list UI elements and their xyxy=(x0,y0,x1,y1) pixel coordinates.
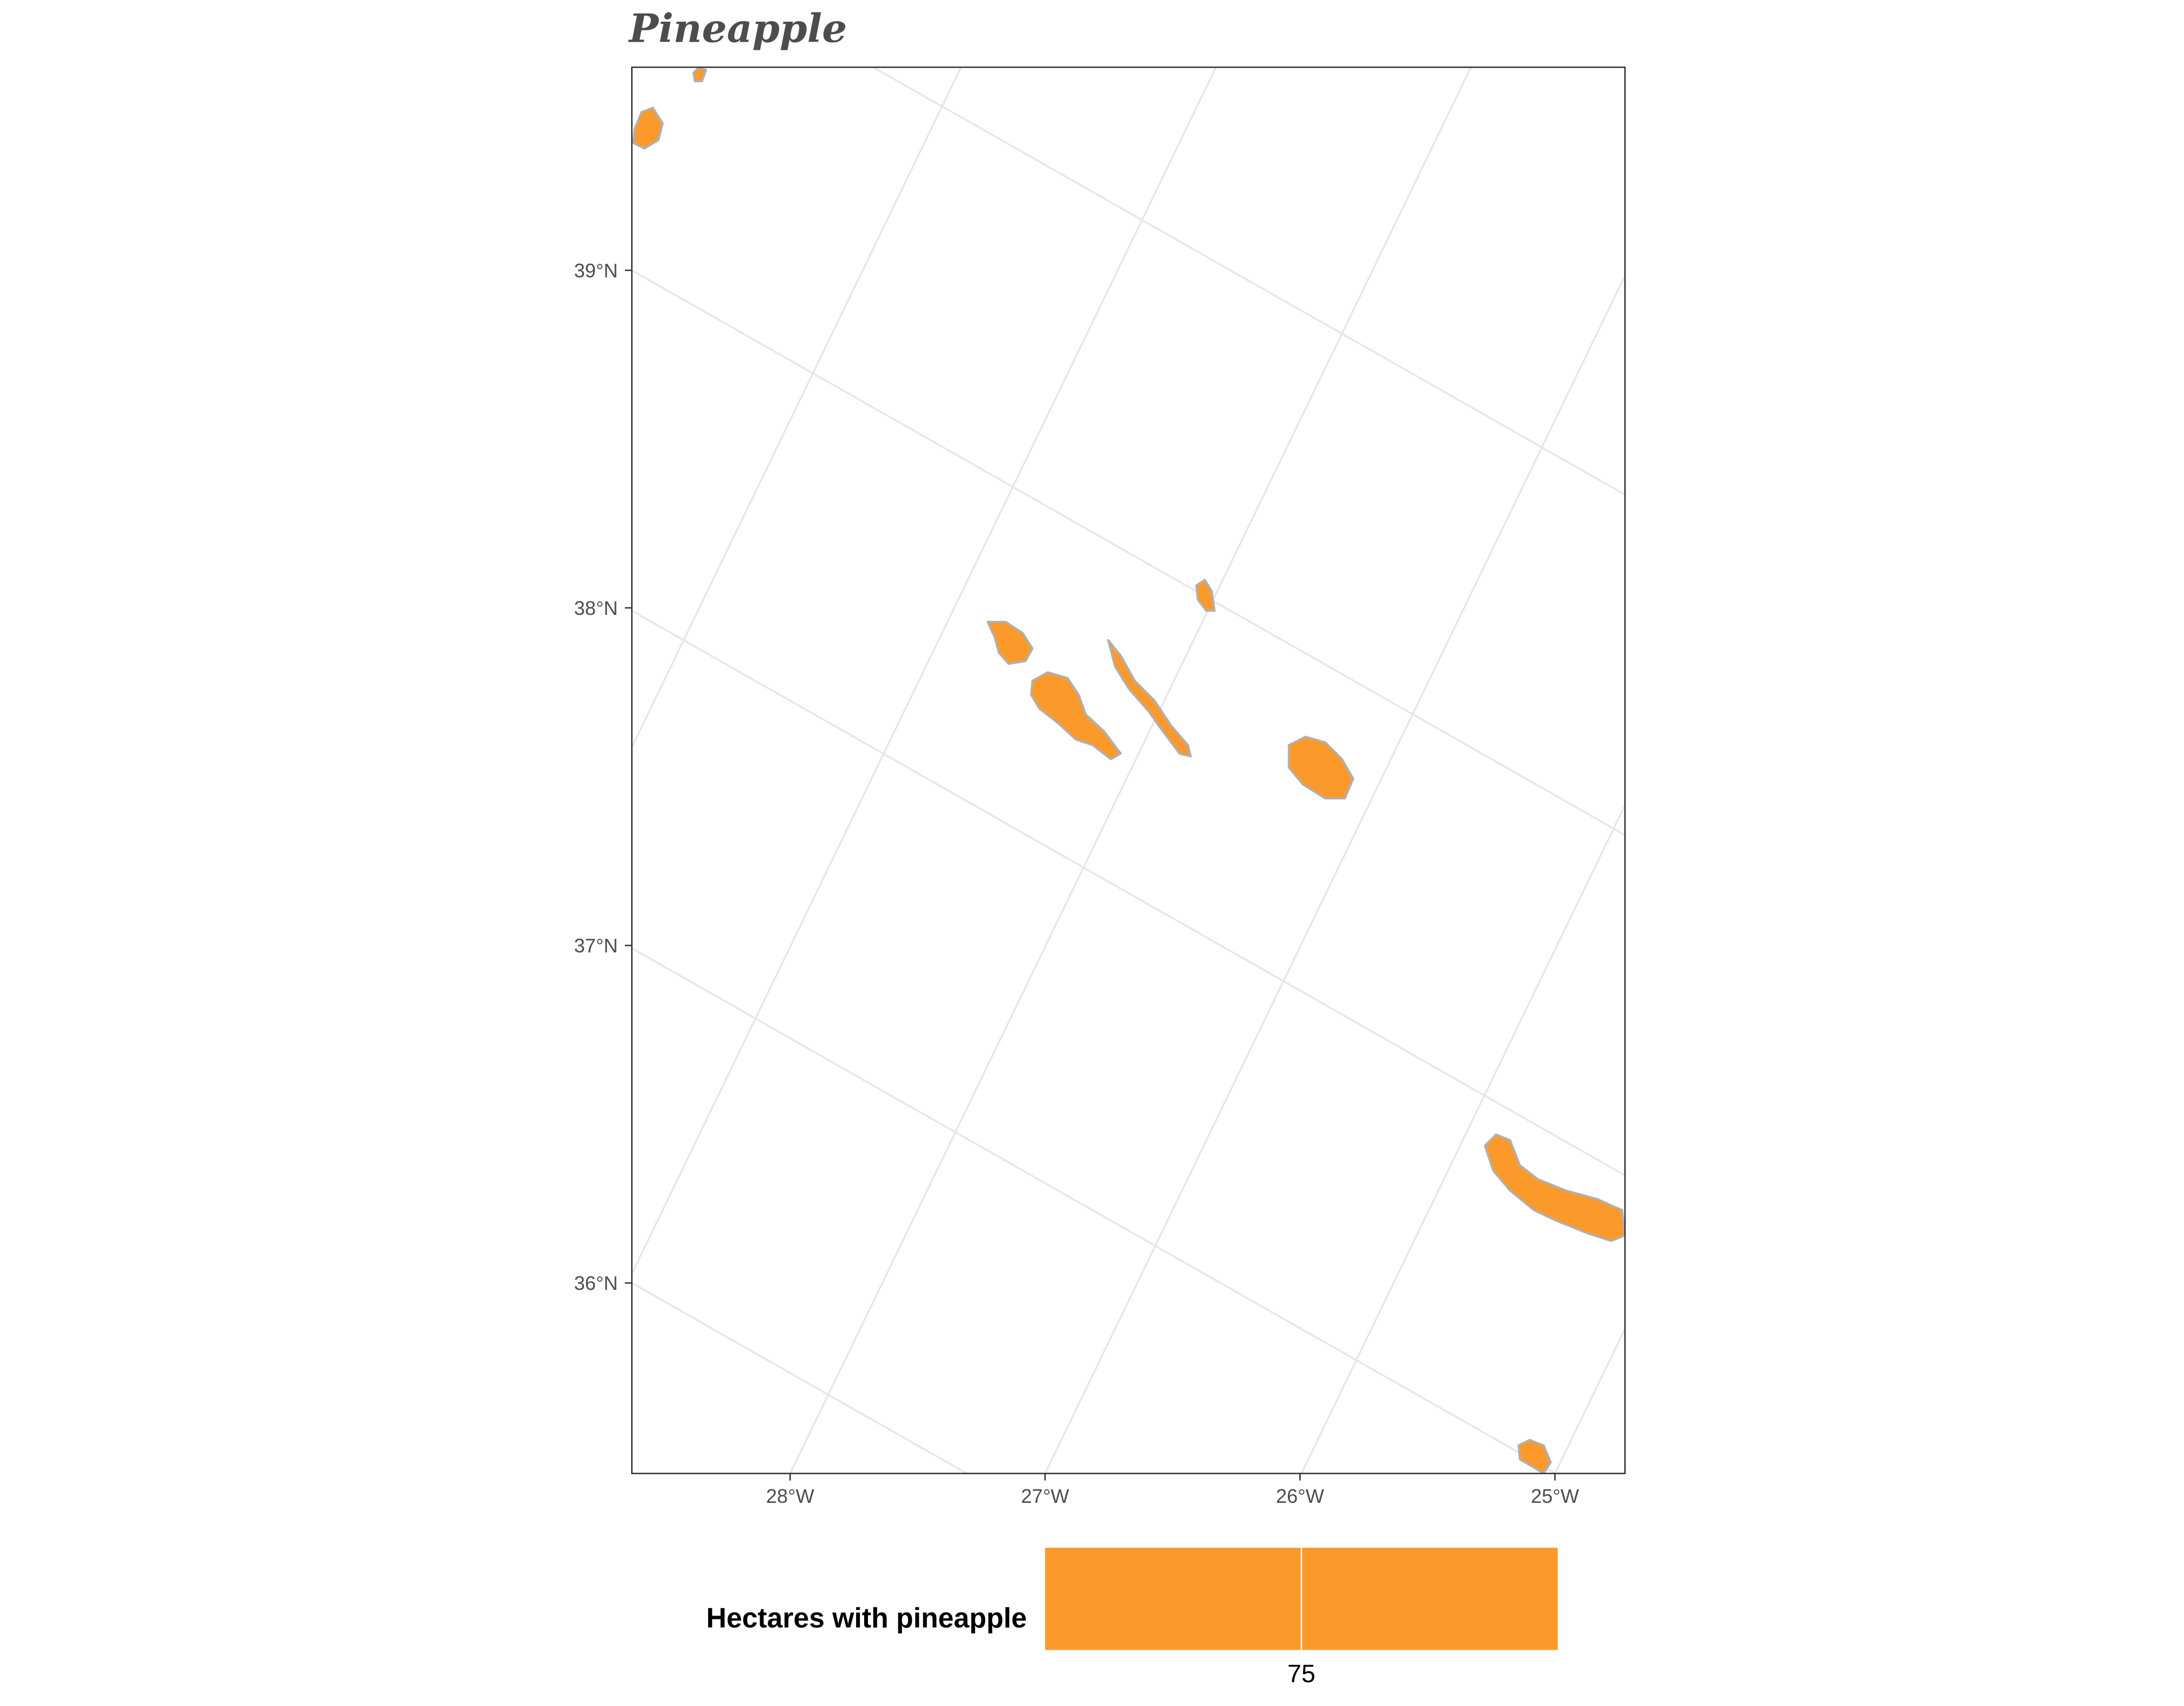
y-tick-label: 39°N xyxy=(574,260,618,282)
graticule-line xyxy=(632,609,1625,1177)
island xyxy=(1107,639,1192,758)
x-tick-label: 25°W xyxy=(1531,1485,1580,1507)
graticule-line xyxy=(632,67,962,750)
island xyxy=(1030,671,1122,761)
graticule-line xyxy=(632,947,1558,1474)
y-tick-label: 38°N xyxy=(574,597,618,619)
map-title: Pineapple xyxy=(628,6,847,52)
y-tick-label: 36°N xyxy=(574,1272,618,1294)
legend-tick-label: 75 xyxy=(1287,1659,1315,1688)
graticule-line xyxy=(871,67,1625,496)
island xyxy=(986,620,1034,665)
legend: 75 xyxy=(1045,1547,1558,1688)
island xyxy=(1483,1133,1625,1242)
graticule-line xyxy=(1554,1326,1625,1474)
graticule-line xyxy=(632,67,1217,1276)
island xyxy=(1517,1438,1552,1474)
y-tick-label: 37°N xyxy=(574,935,618,957)
islands xyxy=(632,67,1625,1474)
x-tick-label: 27°W xyxy=(1021,1485,1070,1507)
island xyxy=(1195,579,1216,612)
x-tick-label: 28°W xyxy=(766,1485,815,1507)
island xyxy=(632,107,664,150)
graticule-line xyxy=(632,1282,969,1474)
panel-border xyxy=(631,66,1626,1475)
legend-title: Hectares with pineapple xyxy=(707,1602,1027,1633)
island xyxy=(692,67,708,82)
graticule-line xyxy=(789,67,1472,1474)
graticule-line xyxy=(1044,273,1625,1474)
panel-background xyxy=(632,67,1625,1474)
axes: 39°N 38°N 37°N 36°N 28°W 27°W 26°W 25°W xyxy=(574,260,1579,1507)
x-tick-label: 26°W xyxy=(1276,1485,1325,1507)
island xyxy=(1287,735,1355,800)
graticule-line xyxy=(1300,803,1625,1474)
